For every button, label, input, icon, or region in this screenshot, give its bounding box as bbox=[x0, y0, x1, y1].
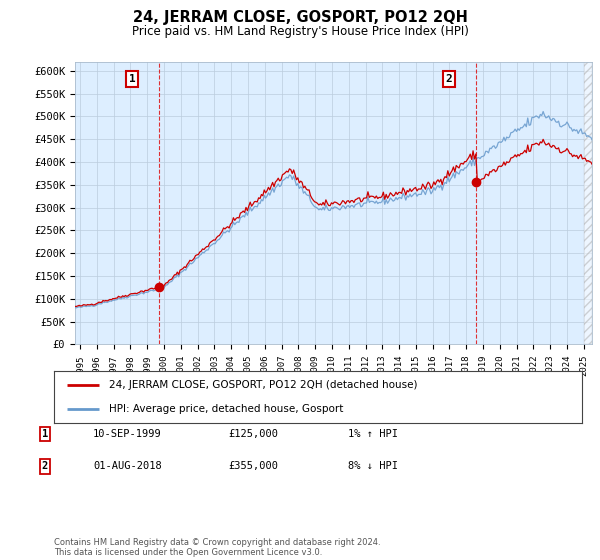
Text: £125,000: £125,000 bbox=[228, 429, 278, 439]
Text: 8% ↓ HPI: 8% ↓ HPI bbox=[348, 461, 398, 472]
Text: £355,000: £355,000 bbox=[228, 461, 278, 472]
Text: HPI: Average price, detached house, Gosport: HPI: Average price, detached house, Gosp… bbox=[109, 404, 344, 414]
Text: 1: 1 bbox=[128, 74, 136, 84]
Text: 1: 1 bbox=[42, 429, 48, 439]
Text: 10-SEP-1999: 10-SEP-1999 bbox=[93, 429, 162, 439]
Text: 24, JERRAM CLOSE, GOSPORT, PO12 2QH (detached house): 24, JERRAM CLOSE, GOSPORT, PO12 2QH (det… bbox=[109, 380, 418, 390]
Text: Price paid vs. HM Land Registry's House Price Index (HPI): Price paid vs. HM Land Registry's House … bbox=[131, 25, 469, 38]
Text: 1% ↑ HPI: 1% ↑ HPI bbox=[348, 429, 398, 439]
Text: Contains HM Land Registry data © Crown copyright and database right 2024.
This d: Contains HM Land Registry data © Crown c… bbox=[54, 538, 380, 557]
Text: 24, JERRAM CLOSE, GOSPORT, PO12 2QH: 24, JERRAM CLOSE, GOSPORT, PO12 2QH bbox=[133, 10, 467, 25]
Text: 2: 2 bbox=[42, 461, 48, 472]
Text: 01-AUG-2018: 01-AUG-2018 bbox=[93, 461, 162, 472]
Text: 2: 2 bbox=[446, 74, 452, 84]
